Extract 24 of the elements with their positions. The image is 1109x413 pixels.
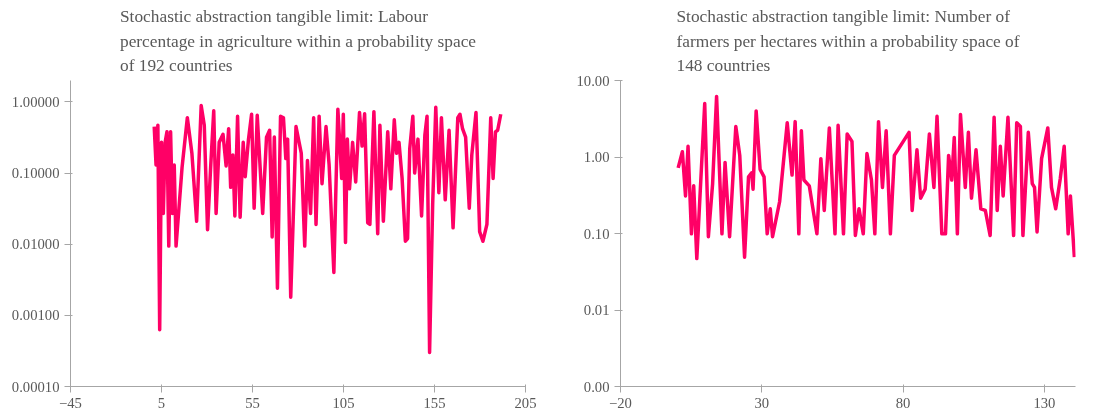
x-tick-label: 30 [754,394,770,411]
chart-title: Stochastic abstraction tangible limit: Labour percentage in agriculture within a probability space of 192 countries [119,7,477,76]
x-tick-label: −45 [59,394,82,411]
y-tick-label: 10.00 [576,72,610,89]
x-tick-label: 80 [895,394,911,411]
x-tick-label: 155 [423,394,446,411]
x-tick-label: 130 [1033,394,1056,411]
line-series [152,103,503,355]
y-tick-label: 0.10000 [11,165,60,182]
x-tick-label: 105 [332,394,355,411]
x-tick-label: −20 [609,394,632,411]
y-tick-label: 0.01000 [11,236,60,253]
x-tick-label: 205 [514,394,537,411]
y-tick-label: 1.00000 [11,93,60,110]
y-tick-label: 0.10 [583,225,610,242]
y-tick-label: 0.00100 [11,307,60,324]
y-tick-label: 0.00010 [11,378,60,395]
y-tick-label: 1.00 [583,149,610,165]
y-tick-label: 0.01 [583,302,610,318]
y-tick-label: 0.00 [583,378,610,395]
line-series [676,94,1076,261]
x-tick-label: 55 [245,394,260,411]
chart-title: Stochastic abstraction tangible limit: Number of farmers per hectares within a probability space of 148 countries [676,7,1020,76]
x-tick-label: 5 [157,394,166,411]
